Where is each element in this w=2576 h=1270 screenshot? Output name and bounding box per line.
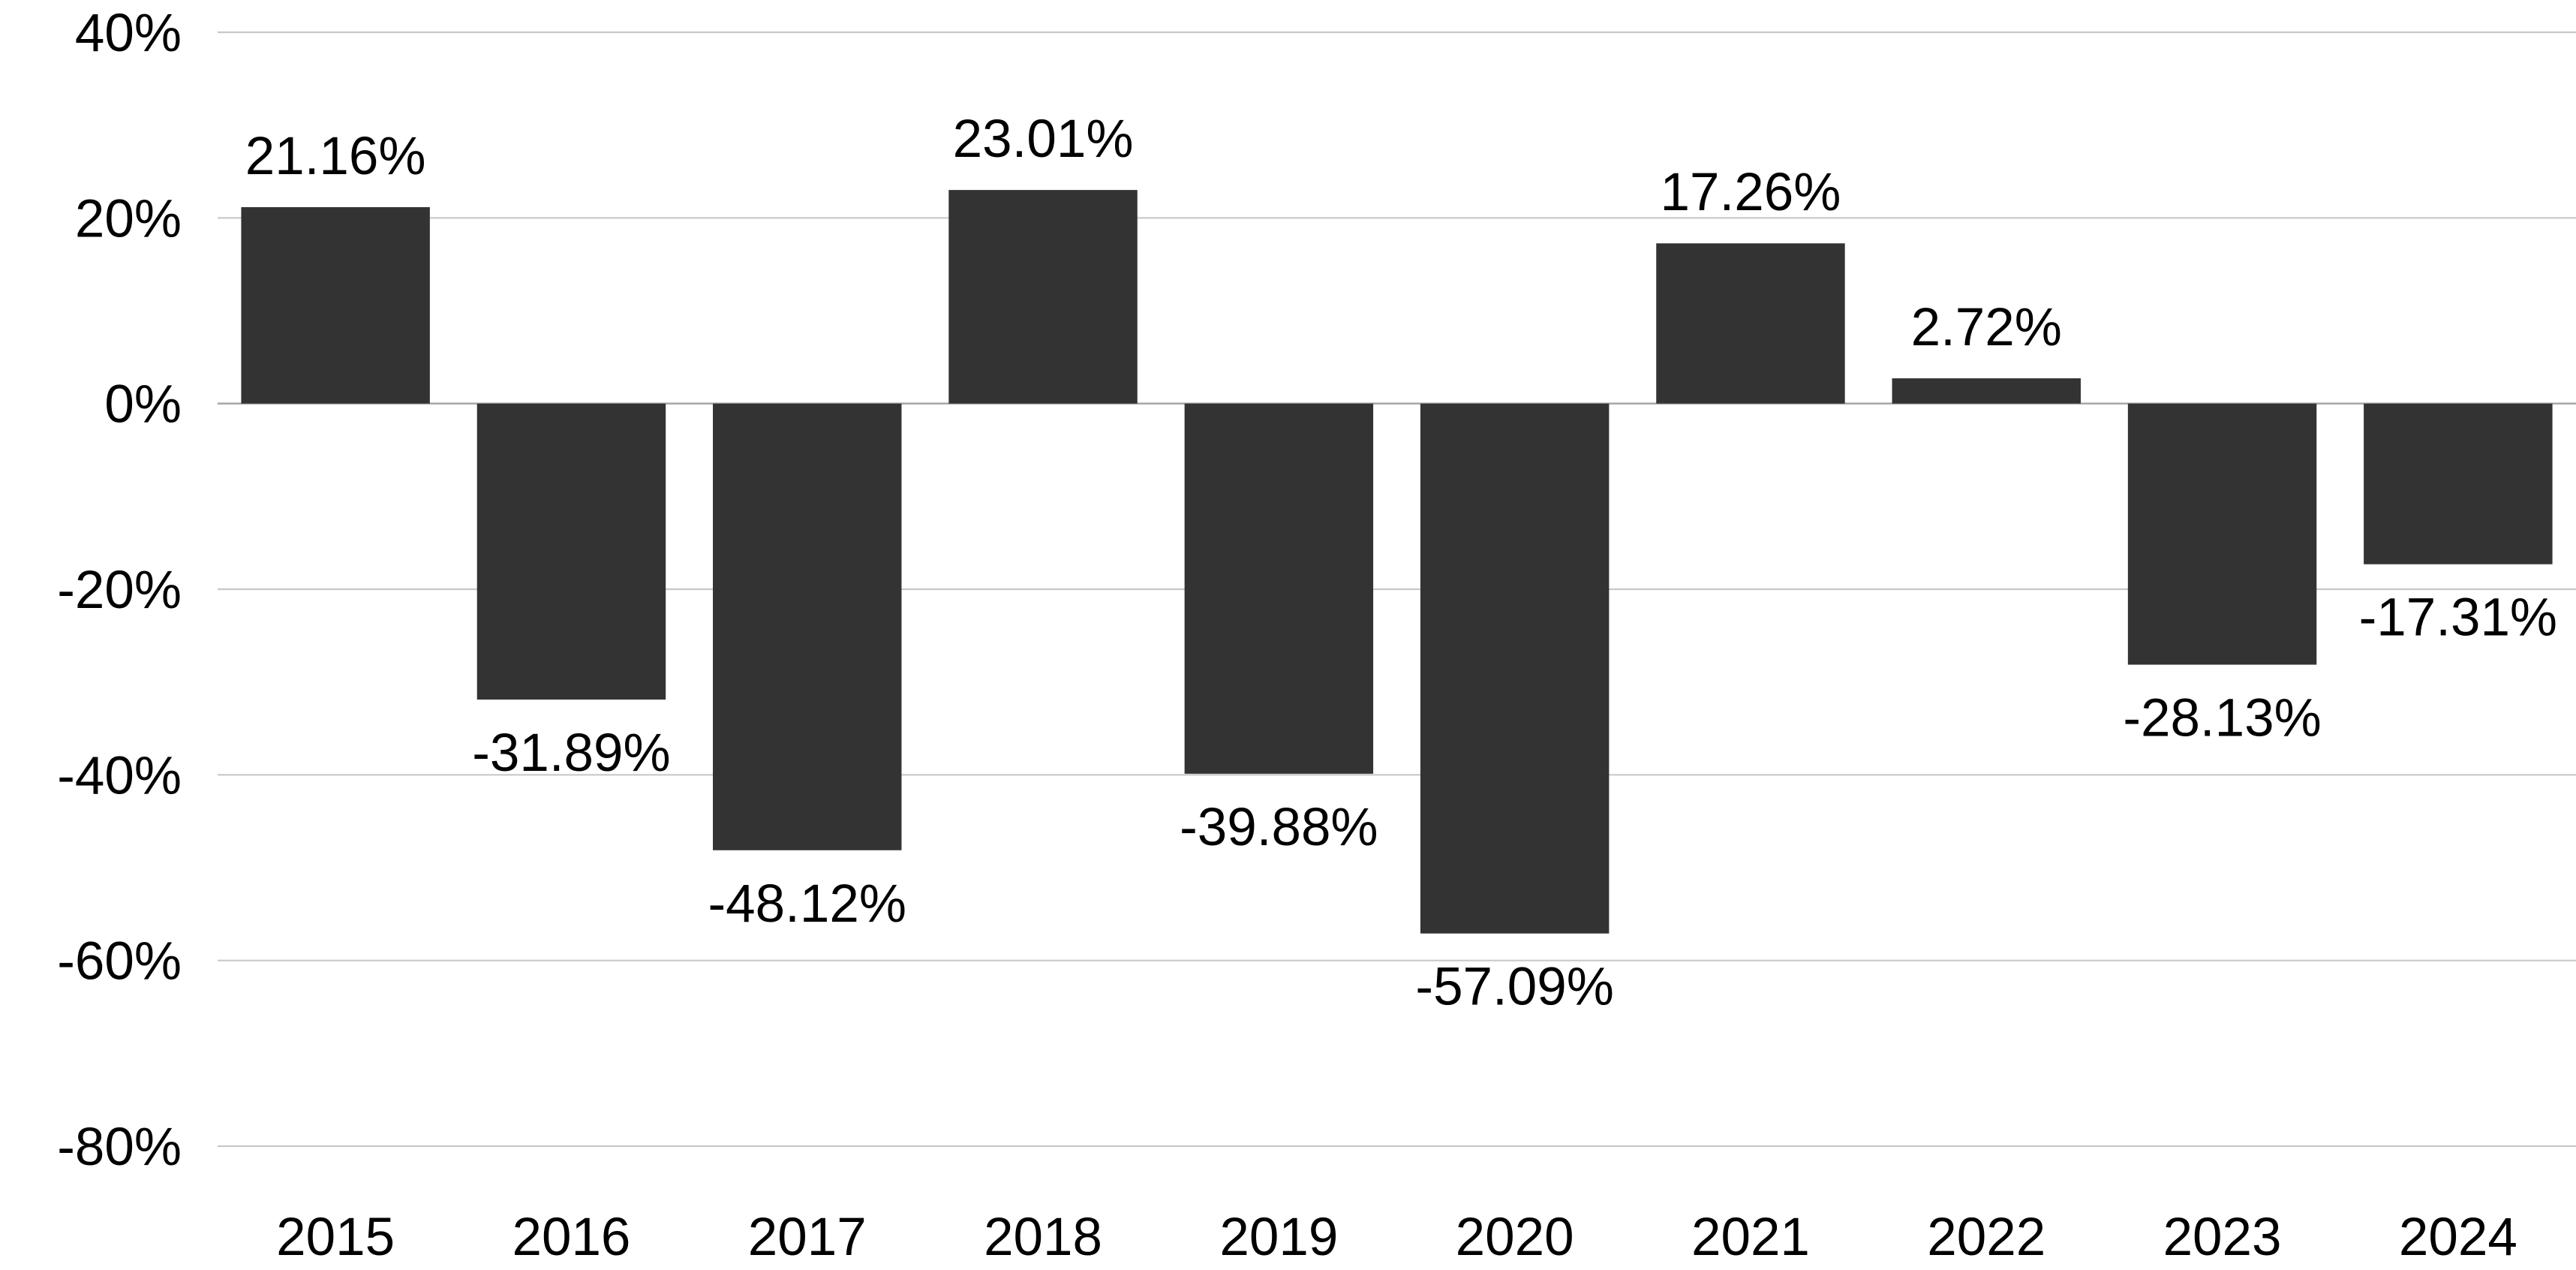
data-label: 23.01% <box>953 110 1134 169</box>
bar-2015 <box>241 206 430 404</box>
bar-2024 <box>2364 403 2553 564</box>
bar-2016 <box>476 403 666 700</box>
x-tick-label: 2016 <box>512 1208 630 1267</box>
bar-2021 <box>1656 243 1845 404</box>
y-tick-label: -20% <box>57 561 182 620</box>
y-tick-label: 40% <box>75 4 182 63</box>
y-tick-label: 0% <box>104 375 182 435</box>
data-label: -48.12% <box>708 874 906 934</box>
bar-2020 <box>1420 403 1610 934</box>
bars <box>241 190 2553 934</box>
x-tick-label: 2023 <box>2163 1208 2282 1267</box>
x-tick-label: 2022 <box>1927 1208 2045 1267</box>
data-label: -57.09% <box>1415 958 1613 1017</box>
y-tick-label: -80% <box>57 1118 182 1177</box>
x-tick-label: 2018 <box>984 1208 1102 1267</box>
bar-2017 <box>713 403 902 850</box>
x-tick-label: 2019 <box>1219 1208 1338 1267</box>
bar-2018 <box>948 190 1138 404</box>
data-label: 17.26% <box>1661 163 1841 222</box>
bar-2019 <box>1184 403 1374 774</box>
y-axis-tick-labels: 40% 20% 0% -20% -40% -60% -80% <box>57 4 182 1177</box>
x-tick-label: 2015 <box>276 1208 395 1267</box>
y-tick-label: 20% <box>75 189 182 248</box>
y-tick-label: -40% <box>57 746 182 805</box>
data-label: 21.16% <box>245 127 426 186</box>
data-label: 2.72% <box>1911 298 2062 357</box>
y-tick-label: -60% <box>57 932 182 992</box>
data-label: -17.31% <box>2359 588 2557 648</box>
x-tick-label: 2021 <box>1691 1208 1810 1267</box>
data-label: -28.13% <box>2123 689 2321 748</box>
data-label: -31.89% <box>472 724 670 783</box>
data-labels: 21.16% -31.89% -48.12% 23.01% -39.88% -57.09%… <box>245 110 2557 1017</box>
x-tick-label: 2017 <box>748 1208 867 1267</box>
x-axis-tick-labels: 2015 2016 2017 2018 2019 2020 2021 2022 2023 2024 <box>276 1208 2517 1267</box>
bar-2023 <box>2127 403 2317 665</box>
x-tick-label: 2024 <box>2399 1208 2517 1267</box>
data-label: -39.88% <box>1180 798 1378 857</box>
bar-2022 <box>1892 378 2081 404</box>
x-tick-label: 2020 <box>1456 1208 1574 1267</box>
